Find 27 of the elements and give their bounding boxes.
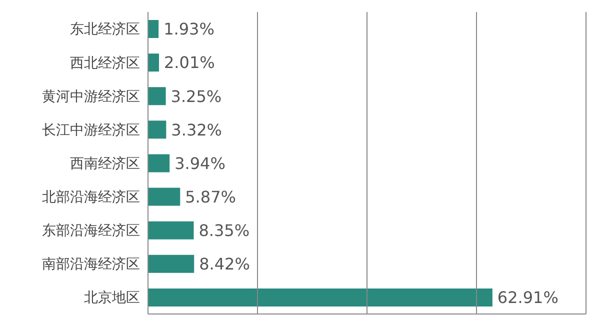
bar	[148, 54, 160, 72]
bar	[148, 154, 170, 172]
bar	[148, 221, 194, 240]
y-tick-label: 长江中游经济区	[42, 122, 140, 138]
y-tick-label: 北部沿海经济区	[42, 190, 140, 206]
y-tick-label: 西北经济区	[70, 55, 140, 72]
data-label: 8.42%	[199, 254, 250, 274]
data-label: 8.35%	[198, 221, 250, 240]
y-tick-label: 北京地区	[84, 290, 140, 306]
y-tick-label: 东部沿海经济区	[42, 223, 140, 240]
bar	[148, 20, 159, 38]
y-tick-label: 南部沿海经济区	[42, 256, 140, 273]
data-label: 3.32%	[171, 120, 222, 140]
y-tick-label: 西南经济区	[70, 156, 140, 172]
data-label: 5.87%	[185, 187, 236, 206]
data-label: 1.93%	[164, 20, 214, 39]
bar	[148, 254, 194, 273]
bar	[148, 188, 180, 206]
data-label: 3.25%	[170, 86, 222, 106]
data-label: 62.91%	[497, 288, 558, 308]
y-tick-label: 黄河中游经济区	[42, 88, 140, 105]
data-label: 2.01%	[164, 53, 215, 72]
y-tick-label: 东北经济区	[70, 22, 140, 38]
bar	[148, 288, 492, 306]
bar	[148, 120, 166, 139]
data-label: 3.94%	[174, 154, 226, 173]
bar	[148, 87, 166, 106]
